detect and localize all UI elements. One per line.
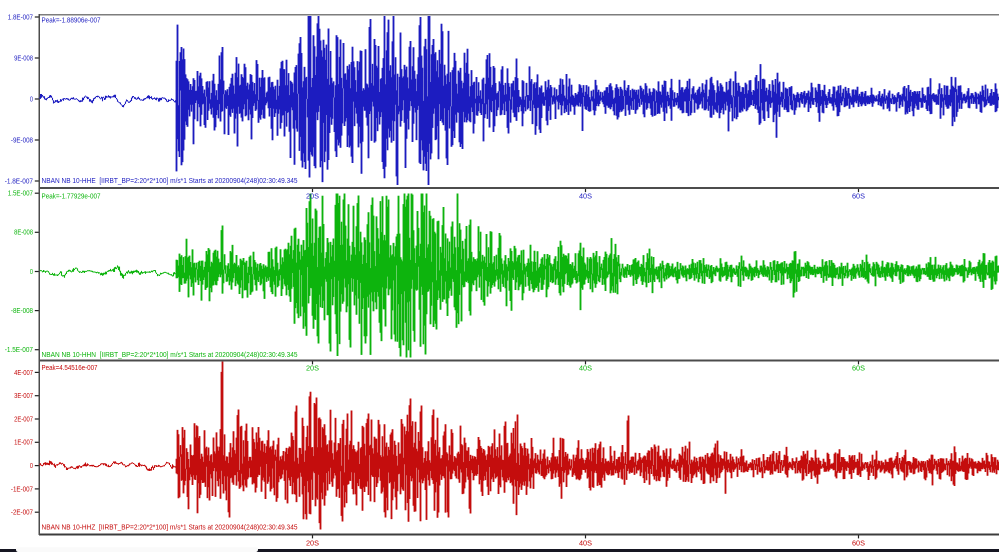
svg-text:NBAN NB 10-HHN [IIRBT_BP=2:20: NBAN NB 10-HHN [IIRBT_BP=2:20*2*100] m/s… <box>42 352 298 359</box>
svg-text:Peak=-1.88906e-007: Peak=-1.88906e-007 <box>42 17 101 24</box>
svg-text:Peak=4.54516e-007: Peak=4.54516e-007 <box>42 365 98 372</box>
svg-text:-8E-008: -8E-008 <box>11 308 33 315</box>
svg-text:2E-007: 2E-007 <box>14 416 33 423</box>
svg-text:-9E-008: -9E-008 <box>11 137 33 144</box>
svg-text:NBAN NB 10-HHE [IIRBT_BP=2:20: NBAN NB 10-HHE [IIRBT_BP=2:20*2*100] m/s… <box>42 178 298 185</box>
svg-text:1E-007: 1E-007 <box>14 440 33 447</box>
svg-text:-1.8E-007: -1.8E-007 <box>5 178 33 185</box>
svg-text:9E-008: 9E-008 <box>14 55 33 62</box>
svg-text:Peak=-1.77929e-007: Peak=-1.77929e-007 <box>42 194 101 201</box>
svg-text:40S: 40S <box>579 365 592 372</box>
svg-text:0: 0 <box>30 269 33 276</box>
svg-text:60S: 60S <box>852 540 865 547</box>
svg-text:20S: 20S <box>306 540 319 547</box>
svg-text:60S: 60S <box>852 193 865 200</box>
svg-text:-1.5E-007: -1.5E-007 <box>5 347 33 354</box>
svg-text:1.5E-007: 1.5E-007 <box>8 191 33 198</box>
svg-text:40S: 40S <box>579 540 592 547</box>
svg-text:0: 0 <box>30 463 33 470</box>
svg-text:0: 0 <box>30 96 33 103</box>
svg-text:NBAN NB 10-HHZ [IIRBT_BP=2:20: NBAN NB 10-HHZ [IIRBT_BP=2:20*2*100] m/s… <box>42 525 298 532</box>
svg-text:1.8E-007: 1.8E-007 <box>8 14 33 21</box>
svg-text:3E-007: 3E-007 <box>14 393 33 400</box>
svg-text:60S: 60S <box>852 365 865 372</box>
svg-text:4E-007: 4E-007 <box>14 370 33 377</box>
svg-text:20S: 20S <box>306 365 319 372</box>
svg-text:-1E-007: -1E-007 <box>11 486 33 493</box>
svg-text:40S: 40S <box>579 193 592 200</box>
svg-text:-2E-007: -2E-007 <box>11 510 33 517</box>
svg-text:8E-008: 8E-008 <box>14 230 33 237</box>
svg-text:20S: 20S <box>306 193 319 200</box>
